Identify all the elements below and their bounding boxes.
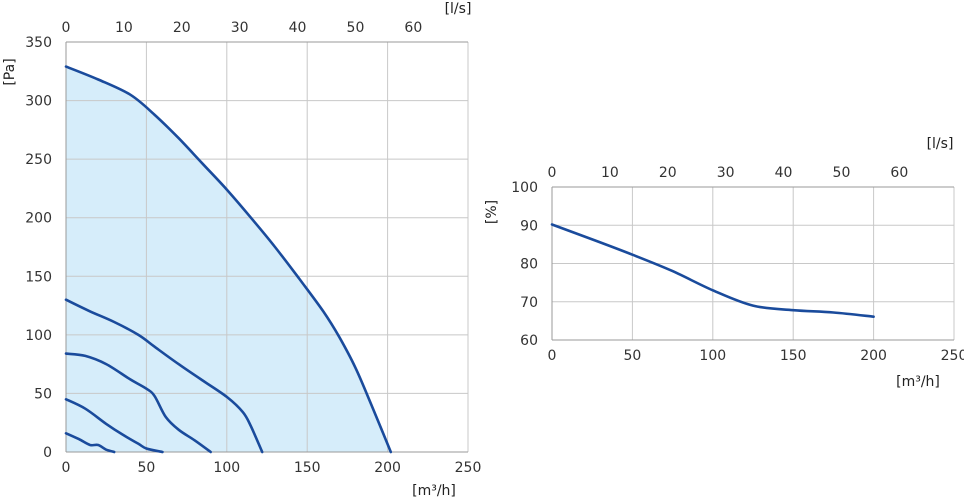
y-tick-label: 250	[25, 152, 52, 168]
x-tick-label: 100	[699, 348, 726, 364]
y-tick-label: 0	[43, 445, 52, 461]
pressure-chart: 0 50 100 150 200 250 0 50 100 150 200 250 300 350 0 1…	[2, 1, 481, 499]
y-tick-label: 60	[520, 333, 538, 349]
pressure-y-ticks: 0 50 100 150 200 250 300 350	[25, 35, 52, 461]
efficiency-secondary-x-ticks: 0 10 20 30 40 50 60	[548, 165, 909, 181]
y-tick-label: 150	[25, 269, 52, 285]
y-tick-label: 100	[511, 180, 538, 196]
pressure-grid	[65, 41, 469, 453]
x-tick-label: 100	[213, 460, 240, 476]
series-line-4	[64, 398, 164, 454]
y-tick-label: 50	[34, 386, 52, 402]
efficiency-grid	[551, 186, 955, 341]
x-tick-label: 0	[62, 460, 71, 476]
y-tick-label: 200	[25, 211, 52, 227]
series-line-3	[64, 352, 212, 454]
y-tick-label: 300	[25, 94, 52, 110]
secondary-x-tick-label: 20	[173, 20, 191, 36]
efficiency-x-ticks: 0 50 100 150 200 250	[548, 348, 964, 364]
efficiency-y-axis-label: [%]	[484, 200, 500, 224]
secondary-x-tick-label: 50	[347, 20, 365, 36]
secondary-x-tick-label: 40	[289, 20, 307, 36]
series-line-5	[64, 432, 116, 454]
x-tick-label: 200	[374, 460, 401, 476]
x-tick-label: 150	[780, 348, 807, 364]
efficiency-x-axis-label: [m³/h]	[896, 374, 940, 390]
secondary-x-tick-label: 30	[717, 165, 735, 181]
secondary-x-tick-label: 60	[890, 165, 908, 181]
pressure-secondary-x-axis-label: [l/s]	[445, 1, 472, 17]
efficiency-secondary-x-axis-label: [l/s]	[927, 136, 954, 152]
x-tick-label: 200	[860, 348, 887, 364]
y-tick-label: 80	[520, 257, 538, 273]
operating-area-fill	[66, 66, 391, 452]
secondary-x-tick-label: 60	[404, 20, 422, 36]
x-tick-label: 50	[137, 460, 155, 476]
pressure-y-axis-label: [Pa]	[2, 58, 18, 85]
series-line-1	[550, 223, 875, 318]
operating-area	[66, 66, 391, 452]
series-line-2	[64, 298, 264, 454]
secondary-x-tick-label: 50	[833, 165, 851, 181]
x-tick-label: 150	[294, 460, 321, 476]
x-tick-label: 50	[623, 348, 641, 364]
secondary-x-tick-label: 20	[659, 165, 677, 181]
series-line-1	[64, 65, 393, 454]
pressure-secondary-x-ticks: 0 10 20 30 40 50 60	[62, 20, 423, 36]
secondary-x-tick-label: 0	[548, 165, 557, 181]
efficiency-y-ticks: 60 70 80 90 100	[511, 180, 538, 349]
y-tick-label: 70	[520, 295, 538, 311]
x-tick-label: 250	[455, 460, 482, 476]
x-tick-label: 0	[548, 348, 557, 364]
secondary-x-tick-label: 40	[775, 165, 793, 181]
efficiency-chart: 0 50 100 150 200 250 60 70 80 90 100 0 10 20 30 40 50 6…	[484, 136, 964, 390]
y-tick-label: 350	[25, 35, 52, 51]
secondary-x-tick-label: 0	[62, 20, 71, 36]
x-tick-label: 250	[941, 348, 964, 364]
secondary-x-tick-label: 10	[115, 20, 133, 36]
y-tick-label: 90	[520, 218, 538, 234]
pressure-curves	[64, 65, 393, 454]
pressure-x-axis-label: [m³/h]	[412, 483, 456, 499]
secondary-x-tick-label: 30	[231, 20, 249, 36]
y-tick-label: 100	[25, 328, 52, 344]
efficiency-curves	[550, 223, 875, 318]
secondary-x-tick-label: 10	[601, 165, 619, 181]
pressure-x-ticks: 0 50 100 150 200 250	[62, 460, 482, 476]
